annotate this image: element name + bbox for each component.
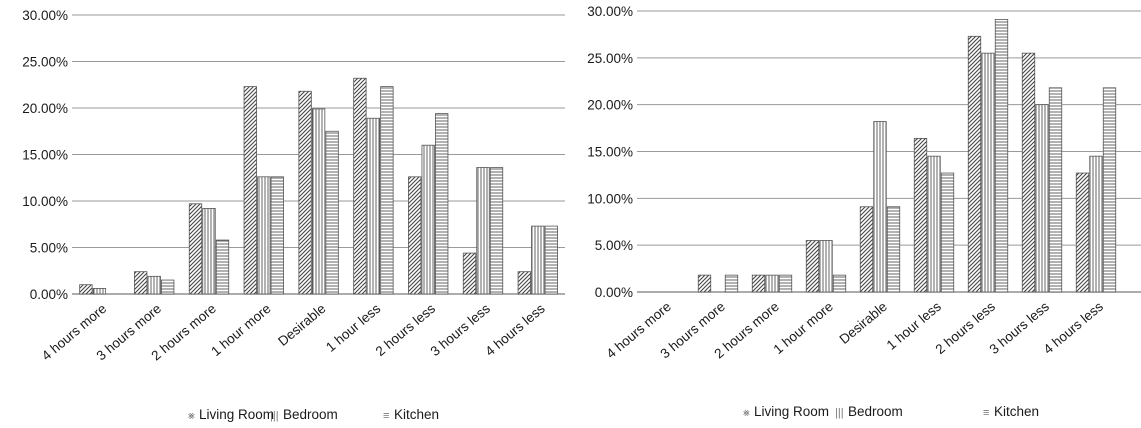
bar-living-room bbox=[353, 77, 367, 295]
x-tick-label: Desirable bbox=[275, 301, 328, 349]
right-legend: ⨳ Living Room ||| Bedroom ≡ Kitchen bbox=[743, 404, 1039, 419]
x-tick-label: Desirable bbox=[837, 299, 890, 347]
left-y-axis: 0.00% 5.00% 10.00% 15.00% 20.00% 25.00% 30.00% bbox=[22, 8, 68, 302]
bar-bedroom bbox=[819, 240, 833, 293]
legend-label: Bedroom bbox=[848, 404, 903, 419]
bar-bedroom bbox=[531, 225, 545, 295]
bar-bedroom bbox=[1035, 104, 1049, 293]
legend-label: Living Room bbox=[199, 407, 274, 422]
bar-bedroom bbox=[311, 108, 326, 295]
y-tick-label: 25.00% bbox=[587, 51, 633, 66]
x-tick-label: 3 hours less bbox=[428, 301, 494, 359]
bar-kitchen bbox=[325, 130, 339, 295]
bar-living-room bbox=[859, 206, 874, 293]
y-tick-label: 5.00% bbox=[30, 241, 68, 256]
bar-bedroom bbox=[421, 144, 435, 295]
legend-swatch-icon: ≡ bbox=[383, 410, 389, 422]
bar-living-room bbox=[517, 271, 531, 295]
bar-living-room bbox=[79, 284, 93, 295]
bar-bedroom bbox=[476, 167, 490, 295]
bar-living-room bbox=[298, 90, 312, 295]
bar-bedroom bbox=[92, 288, 107, 295]
x-tick-label: 2 hours less bbox=[373, 301, 439, 359]
bar-bedroom bbox=[147, 275, 161, 295]
bar-living-room bbox=[188, 203, 203, 295]
x-tick-label: 4 hours less bbox=[1041, 299, 1107, 357]
bar-living-room bbox=[751, 274, 766, 293]
bar-bedroom bbox=[873, 121, 887, 293]
legend-label: Bedroom bbox=[283, 407, 338, 422]
x-tick-label: 4 hours less bbox=[482, 301, 548, 359]
bar-kitchen bbox=[886, 206, 901, 293]
bar-living-room bbox=[967, 35, 982, 293]
left-bars bbox=[79, 77, 558, 295]
bar-kitchen bbox=[778, 274, 793, 293]
legend-label: Living Room bbox=[754, 404, 829, 419]
bar-kitchen bbox=[724, 274, 739, 293]
bar-bedroom bbox=[366, 117, 381, 295]
right-chart: 0.00% 5.00% 10.00% 15.00% 20.00% 25.00% 30.00%… bbox=[587, 4, 1141, 419]
y-tick-label: 30.00% bbox=[587, 4, 633, 19]
y-tick-label: 10.00% bbox=[587, 191, 633, 206]
y-tick-label: 15.00% bbox=[22, 148, 68, 163]
y-tick-label: 0.00% bbox=[595, 285, 633, 300]
bar-kitchen bbox=[161, 279, 175, 295]
bar-kitchen bbox=[215, 239, 230, 295]
bar-kitchen bbox=[380, 86, 394, 295]
bar-kitchen bbox=[544, 225, 558, 295]
bar-living-room bbox=[408, 176, 422, 295]
x-tick-label: 1 hour more bbox=[771, 299, 836, 357]
bar-kitchen bbox=[1048, 87, 1063, 293]
bar-living-room bbox=[913, 137, 928, 293]
bar-living-room bbox=[243, 86, 257, 295]
bar-living-room bbox=[1021, 52, 1036, 293]
bar-kitchen bbox=[489, 167, 504, 295]
bar-living-room bbox=[462, 252, 477, 295]
legend-swatch-icon: ≡ bbox=[983, 407, 989, 419]
bar-kitchen bbox=[1102, 87, 1117, 293]
bar-living-room bbox=[805, 240, 820, 293]
y-tick-label: 30.00% bbox=[22, 8, 68, 23]
bar-living-room bbox=[1075, 172, 1090, 293]
legend-label: Kitchen bbox=[394, 407, 439, 422]
y-tick-label: 20.00% bbox=[22, 101, 68, 116]
bar-kitchen bbox=[435, 113, 449, 295]
right-bars bbox=[697, 19, 1117, 293]
bar-living-room bbox=[697, 274, 712, 293]
y-tick-label: 15.00% bbox=[587, 145, 633, 160]
x-tick-label: 1 hour more bbox=[208, 301, 273, 359]
bar-bedroom bbox=[981, 52, 995, 293]
y-tick-label: 10.00% bbox=[22, 194, 68, 209]
y-tick-label: 0.00% bbox=[30, 287, 68, 302]
left-chart: 0.00% 5.00% 10.00% 15.00% 20.00% 25.00% 30.00%… bbox=[22, 8, 565, 422]
bar-kitchen bbox=[994, 19, 1009, 293]
bar-bedroom bbox=[765, 274, 779, 293]
y-tick-label: 25.00% bbox=[22, 55, 68, 70]
bar-living-room bbox=[134, 271, 148, 295]
right-y-axis: 0.00% 5.00% 10.00% 15.00% 20.00% 25.00% 30.00% bbox=[587, 4, 633, 300]
bar-bedroom bbox=[257, 176, 271, 295]
left-legend: ⨳ Living Room||| Bedroom ≡ Kitchen bbox=[188, 407, 439, 422]
bar-bedroom bbox=[927, 155, 941, 293]
legend-swatch-icon: ||| bbox=[270, 410, 279, 422]
bar-kitchen bbox=[832, 274, 847, 293]
legend-label: Kitchen bbox=[994, 404, 1039, 419]
bar-bedroom bbox=[202, 208, 216, 295]
bar-kitchen bbox=[270, 176, 284, 295]
y-tick-label: 5.00% bbox=[595, 238, 633, 253]
bar-bedroom bbox=[1089, 155, 1103, 293]
legend-swatch-icon: ||| bbox=[835, 407, 844, 419]
bar-kitchen bbox=[940, 172, 955, 293]
y-tick-label: 20.00% bbox=[587, 98, 633, 113]
legend-swatch-icon: ⨳ bbox=[188, 410, 195, 422]
legend-swatch-icon: ⨳ bbox=[743, 407, 750, 419]
